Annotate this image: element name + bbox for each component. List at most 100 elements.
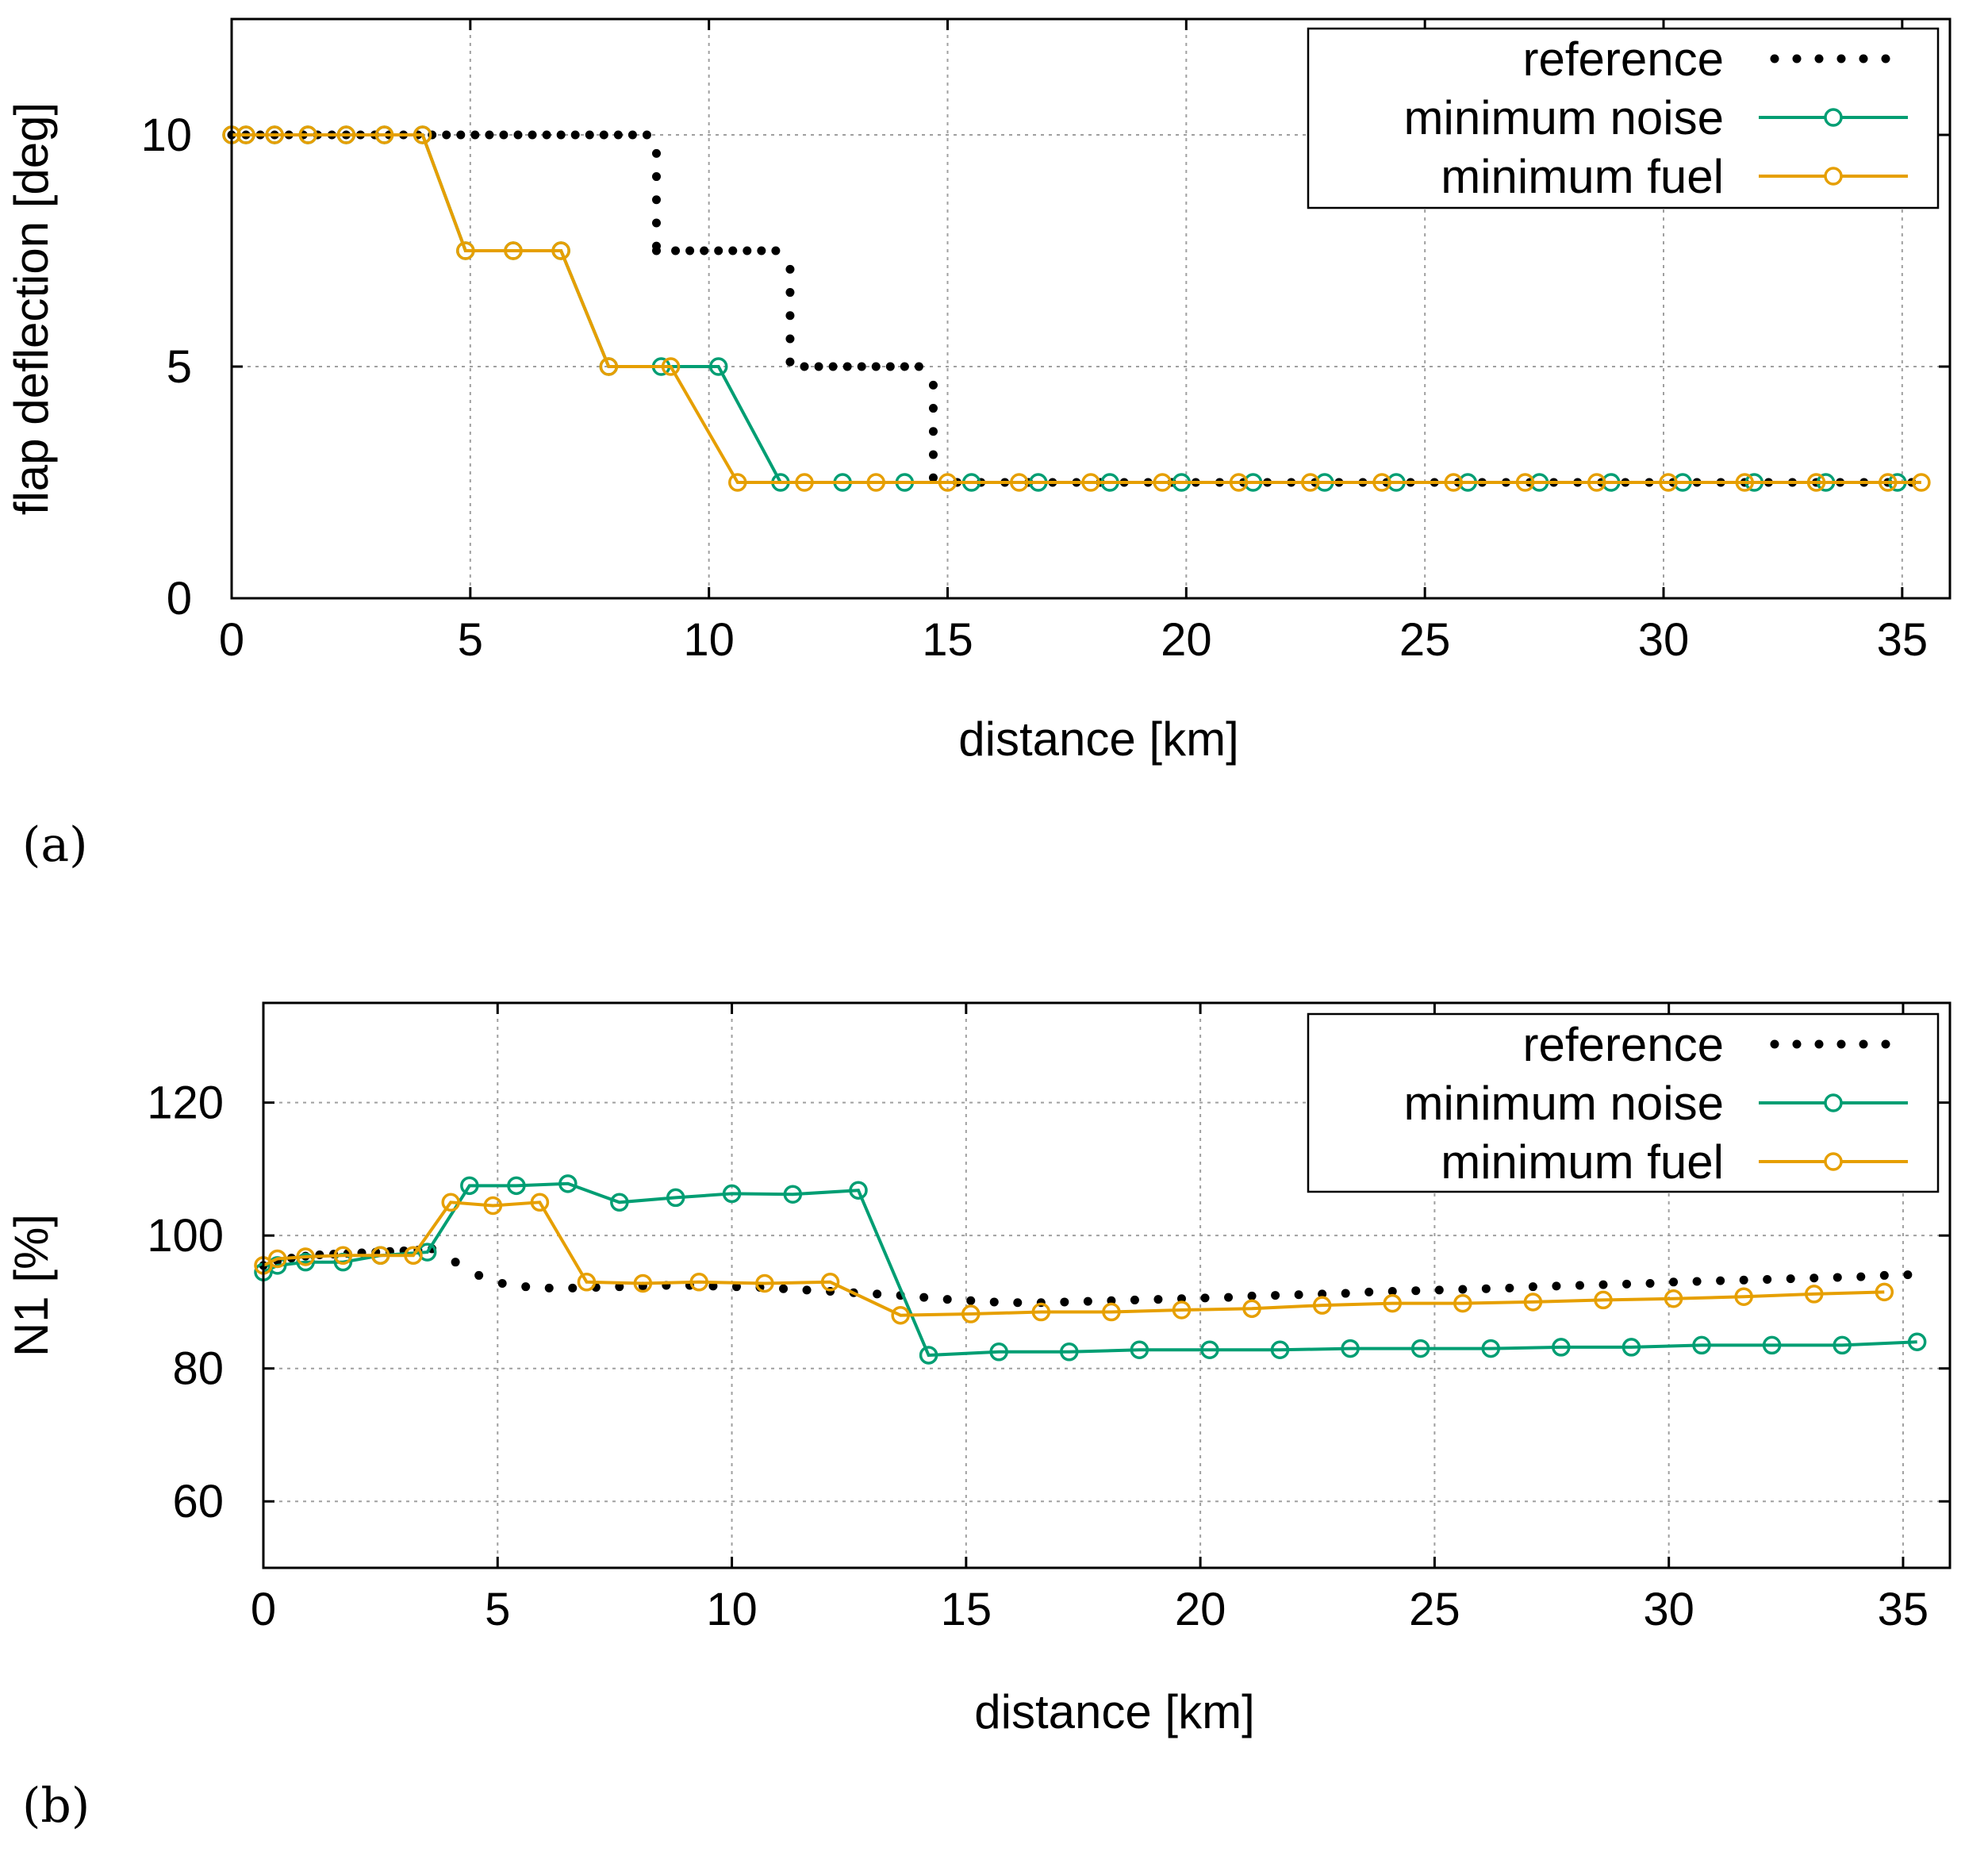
legend-circle-marker [1824,167,1843,186]
y-tick-label: 120 [147,1077,224,1129]
legend-dot-marker [1859,54,1868,63]
reference-data-point [651,172,661,182]
data-point-marker [891,1305,910,1325]
legend-label: minimum noise [1404,91,1724,144]
x-tick-label: 25 [1399,614,1451,666]
reference-data-point [900,362,909,371]
panel-label: (b) [22,1778,90,1834]
y-axis-title: N1 [%] [5,1214,58,1357]
reference-data-point [544,1283,554,1293]
data-point-marker [666,1188,685,1208]
data-point-marker [1879,473,1898,492]
reference-data-point [1153,1295,1163,1304]
data-point-marker [1762,1335,1782,1355]
x-tick-label: 0 [251,1584,276,1635]
reference-data-point [928,380,938,390]
reference-data-point [1879,1270,1889,1280]
reference-data-point [785,264,795,274]
reference-data-point [1833,1273,1842,1282]
data-point-marker [1833,1335,1852,1355]
legend-label: minimum noise [1404,1077,1724,1130]
reference-data-point [857,362,866,371]
reference-data-point [785,334,795,344]
data-point-marker [938,473,958,492]
data-point-marker [1341,1339,1360,1358]
data-point-marker [1875,1282,1894,1302]
data-point-marker [1907,1332,1927,1351]
data-point-marker [507,1176,526,1196]
reference-data-point [651,218,661,228]
reference-data-point [474,1270,484,1280]
reference-data-point [1434,1285,1444,1295]
reference-data-point [528,130,537,140]
data-point-marker [504,241,523,260]
legend-dot-marker [1770,54,1779,63]
series-line [232,133,1921,484]
reference-data-point [714,246,723,255]
data-point-marker [1621,1338,1641,1357]
data-point-marker [849,1181,868,1200]
reference-data-point [1341,1289,1350,1298]
data-point-marker [599,357,619,376]
x-tick-label: 20 [1175,1584,1226,1635]
legend-circle-marker [1824,1152,1843,1171]
reference-data-point [651,148,661,158]
reference-data-point [568,1283,578,1293]
x-tick-label: 10 [706,1584,758,1635]
data-point-marker [795,473,814,492]
data-point-marker [236,125,255,144]
data-point-marker [413,125,432,144]
reference-data-point [651,246,661,255]
x-tick-label: 20 [1161,614,1212,666]
data-point-marker [1523,1293,1543,1312]
reference-data-point [451,1258,460,1267]
reference-data-point [1481,1284,1491,1293]
data-point-marker [1270,1340,1290,1360]
x-tick-label: 10 [683,614,735,666]
data-point-marker [1301,473,1320,492]
reference-data-point [1013,1298,1023,1308]
x-axis-title: distance [km] [958,713,1238,766]
reference-data-point [671,246,681,255]
data-point-marker [1806,473,1826,492]
data-point-marker [1229,473,1249,492]
data-point-marker [820,1273,840,1292]
data-point-marker [333,1246,353,1266]
data-point-marker [1130,1340,1149,1360]
data-point-marker [1664,1289,1683,1308]
reference-data-point [700,246,709,255]
data-point-marker [296,1247,315,1266]
reference-data-point [1716,1276,1725,1285]
y-tick-label: 60 [172,1476,224,1527]
reference-data-point [1786,1274,1795,1284]
data-point-marker [1242,1299,1261,1319]
reference-data-point [1856,1272,1866,1281]
data-point-marker [460,1176,479,1196]
reference-data-point [1645,1278,1655,1288]
reference-data-point [1763,1274,1772,1284]
data-point-marker [755,1273,774,1293]
data-point-marker [1410,1339,1430,1358]
data-point-marker [728,473,747,492]
data-point-marker [530,1193,550,1212]
reference-data-point [928,427,938,436]
data-point-marker [483,1196,503,1216]
reference-data-point [885,362,895,371]
data-point-marker [265,125,284,144]
reference-data-point [1810,1273,1819,1283]
data-point-marker [1010,473,1029,492]
reference-data-point [685,246,695,255]
data-point-marker [1515,473,1535,492]
reference-data-point [642,130,651,140]
reference-data-point [1528,1282,1537,1292]
reference-data-point [1294,1290,1303,1300]
reference-data-point [613,130,623,140]
data-point-marker [1372,473,1391,492]
series-line [263,1200,1885,1317]
x-axis-title: distance [km] [974,1685,1254,1738]
legend-dot-marker [1836,1039,1846,1049]
panel-label: (a) [22,817,88,873]
data-point-marker [708,357,728,376]
reference-data-point [779,1284,789,1293]
data-point-marker [267,1249,287,1269]
